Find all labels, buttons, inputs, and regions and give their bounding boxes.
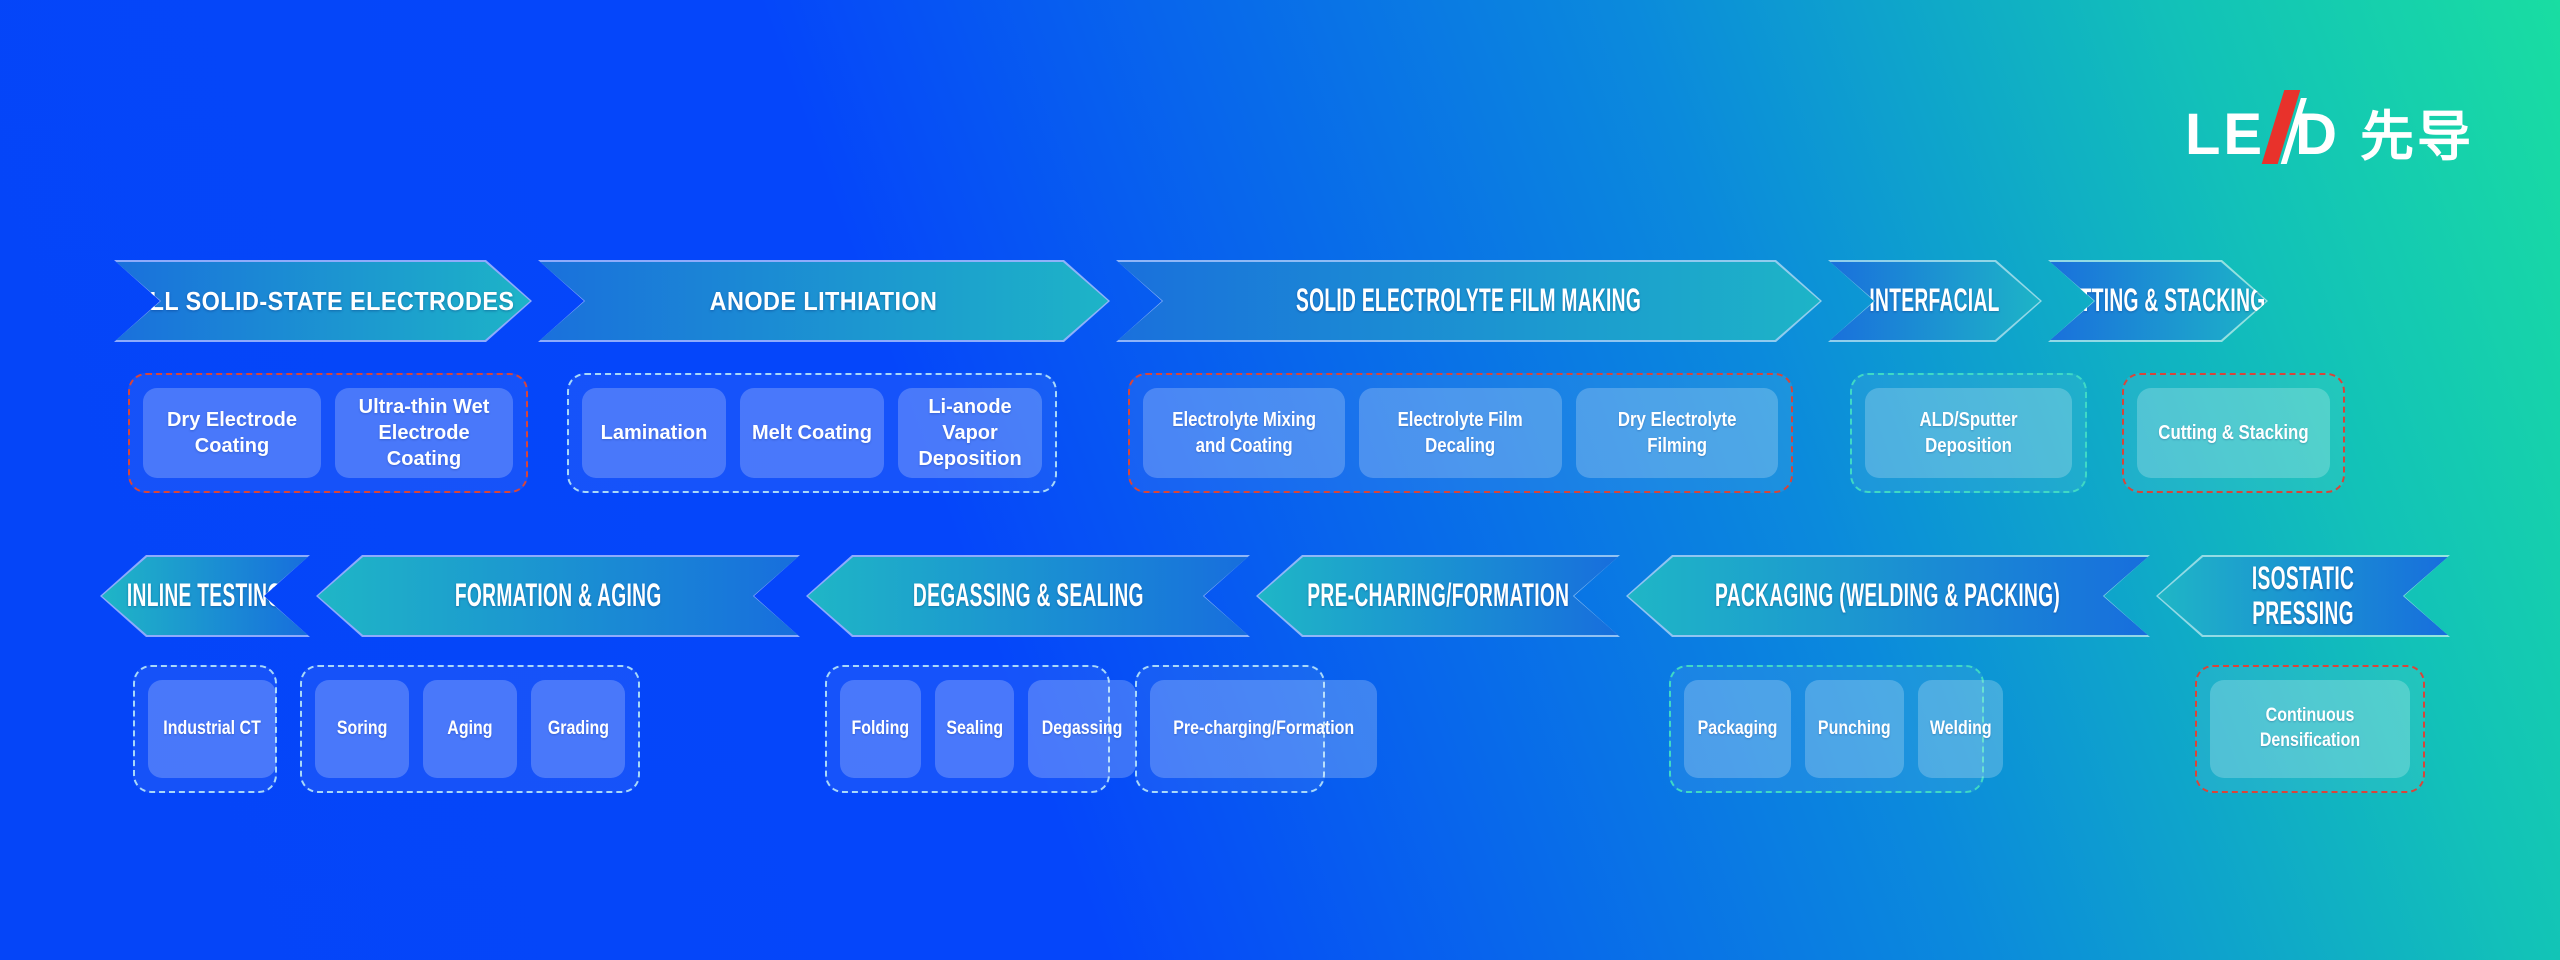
step-folding: Folding (840, 680, 921, 778)
step-label: Ultra-thin Wet Electrode Coating (358, 396, 490, 470)
step-label: Grading (547, 717, 609, 739)
stage-arrow-solid-electrolyte-film-making: SOLID ELECTROLYTE FILM MAKING (1116, 260, 1822, 342)
stage-arrow-formation-aging: FORMATION & AGING (316, 555, 800, 637)
step-melt-coating: Melt Coating (740, 388, 884, 478)
stage-arrow-pre-charing-formation: PRE-CHARING/FORMATION (1256, 555, 1620, 637)
stage-label: SOLID ELECTROLYTE FILM MAKING (1296, 282, 1642, 319)
step-label: Degassing (1041, 717, 1123, 739)
stage-label: DEGASSING & SEALING (912, 577, 1144, 614)
step-dry-electrolyte-filming: Dry Electrolyte Filming (1575, 388, 1778, 478)
step-lamination: Lamination (582, 388, 726, 478)
step-dry-electrode-coating: Dry Electrode Coating (143, 388, 321, 478)
step-packaging: Packaging (1684, 680, 1792, 778)
step-group-packaging-welding-packing: Packaging Punching Welding (1669, 665, 2004, 793)
step-group-pre-charing-formation: Pre-charging/Formation (1135, 665, 1378, 793)
step-label: Electrolyte Mixing and Coating (1172, 409, 1317, 457)
stage-label: ISOSTATIC PRESSING (2251, 559, 2355, 631)
stage-label: INTERFACIAL (1869, 282, 2001, 319)
step-label: Continuous Densification (2259, 705, 2361, 751)
stage-arrow-all-solid-state-electrodes: ALL SOLID-STATE ELECTRODES (114, 260, 532, 342)
step-ald-sputter-deposition: ALD/Sputter Deposition (1865, 388, 2072, 478)
step-label: Folding (851, 717, 910, 739)
step-label: Dry Electrode Coating (166, 409, 298, 457)
step-group-inline-testing: Industrial CT (133, 665, 277, 793)
step-aging: Aging (423, 680, 517, 778)
stage-label: PACKAGING (WELDING & PACKING) (1715, 577, 2061, 614)
stage-label: INLINE TESTING (127, 577, 283, 614)
stage-arrow-interfacial: INTERFACIAL (1828, 260, 2042, 342)
stage-arrow-degassing-sealing: DEGASSING & SEALING (806, 555, 1250, 637)
step-group-cutting-stacking: Cutting & Stacking (2122, 373, 2345, 493)
step-degassing: Degassing (1028, 680, 1137, 778)
stage-label: FORMATION & AGING (454, 577, 662, 614)
step-label: Welding (1929, 717, 1992, 739)
stage-arrow-cutting-stacking: CUTTING & STACKING (2048, 260, 2268, 342)
step-electrolyte-film-decaling: Electrolyte Film Decaling (1359, 388, 1562, 478)
step-continuous-densification: Continuous Densification (2210, 680, 2410, 778)
stage-arrow-anode-lithiation: ANODE LITHIATION (538, 260, 1110, 342)
stage-arrow-inline-testing: INLINE TESTING (100, 555, 310, 637)
step-grading: Grading (531, 680, 625, 778)
step-soring: Soring (315, 680, 409, 778)
lead-logo: LE D 先导 (2185, 90, 2474, 164)
step-label: Industrial CT (163, 717, 261, 739)
step-label: Dry Electrolyte Filming (1617, 409, 1737, 457)
step-pre-charging-formation: Pre-charging/Formation (1150, 680, 1378, 778)
logo-lead-text-left: LE (2184, 102, 2266, 167)
stage-label: ANODE LITHIATION (710, 285, 938, 316)
stage-arrow-isostatic-pressing: ISOSTATIC PRESSING (2156, 555, 2450, 637)
step-label: Melt Coating (752, 422, 872, 444)
step-cutting-stacking: Cutting & Stacking (2137, 388, 2330, 478)
step-group-solid-electrolyte-film-making: Electrolyte Mixing and Coating Electroly… (1128, 373, 1793, 493)
step-label: Pre-charging/Formation (1173, 717, 1355, 739)
step-group-degassing-sealing: Folding Sealing Degassing (825, 665, 1137, 793)
stage-label: PRE-CHARING/FORMATION (1307, 577, 1569, 614)
step-group-all-solid-state-electrodes: Dry Electrode Coating Ultra-thin Wet Ele… (128, 373, 528, 493)
step-ultra-thin-wet-electrode-coating: Ultra-thin Wet Electrode Coating (335, 388, 513, 478)
step-label: Cutting & Stacking (2158, 422, 2309, 444)
stage-label: ALL SOLID-STATE ELECTRODES (131, 285, 515, 316)
step-group-anode-lithiation: Lamination Melt Coating Li-anode Vapor D… (567, 373, 1057, 493)
step-label: Li-anode Vapor Deposition (918, 396, 1022, 470)
step-label: Soring (336, 717, 388, 739)
step-group-isostatic-pressing: Continuous Densification (2195, 665, 2425, 793)
step-group-formation-aging: Soring Aging Grading (300, 665, 640, 793)
step-label: ALD/Sputter Deposition (1919, 409, 2018, 457)
step-label: Electrolyte Film Decaling (1397, 409, 1524, 457)
step-group-interfacial: ALD/Sputter Deposition (1850, 373, 2087, 493)
step-label: Lamination (600, 422, 708, 444)
step-sealing: Sealing (934, 680, 1015, 778)
step-label: Sealing (946, 717, 1003, 739)
step-label: Punching (1817, 717, 1891, 739)
step-li-anode-vapor-deposition: Li-anode Vapor Deposition (898, 388, 1042, 478)
logo-lead-text-right: D (2295, 102, 2340, 167)
step-industrial-ct: Industrial CT (148, 680, 277, 778)
step-welding: Welding (1917, 680, 2004, 778)
logo-cjk-text: 先导 (2360, 107, 2474, 167)
stage-label: CUTTING & STACKING (2050, 282, 2266, 319)
stage-arrow-packaging-welding-packing: PACKAGING (WELDING & PACKING) (1626, 555, 2150, 637)
step-label: Packaging (1697, 717, 1778, 739)
step-label: Aging (447, 717, 493, 739)
step-punching: Punching (1805, 680, 1904, 778)
step-electrolyte-mixing-and-coating: Electrolyte Mixing and Coating (1143, 388, 1346, 478)
